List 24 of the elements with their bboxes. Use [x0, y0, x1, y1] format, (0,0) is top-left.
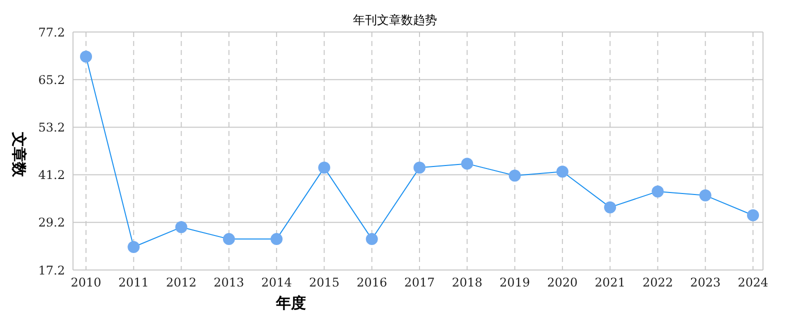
x-axis-title: 年度: [276, 294, 306, 313]
x-tick-label: 2013: [214, 276, 244, 290]
x-tick-label: 2023: [690, 276, 721, 290]
chart-title: 年刊文章数趋势: [353, 13, 437, 27]
y-axis-title: 文章数: [9, 132, 28, 177]
x-tick-label: 2021: [594, 276, 626, 290]
y-tick-label: 29.2: [38, 216, 65, 230]
x-tick-label: 2014: [261, 276, 292, 290]
y-tick-label: 41.2: [38, 168, 65, 182]
x-tick-label: 2012: [166, 276, 197, 290]
x-tick-label: 2017: [404, 276, 435, 290]
x-tick-label: 2024: [738, 276, 769, 290]
x-tick-label: 2020: [547, 276, 578, 290]
x-tick-label: 2010: [70, 276, 102, 290]
x-tick-label: 2015: [308, 276, 340, 290]
y-tick-label: 65.2: [38, 72, 65, 87]
y-tick-label: 77.2: [38, 25, 65, 40]
x-tick-label: 2016: [356, 276, 388, 290]
x-tick-label: 2011: [118, 276, 149, 290]
y-tick-label: 17.2: [38, 263, 65, 278]
x-tick-label: 2022: [642, 276, 673, 290]
x-tick-label: 2018: [452, 276, 482, 290]
y-tick-label: 53.2: [38, 120, 65, 134]
x-tick-label: 2019: [500, 276, 530, 290]
